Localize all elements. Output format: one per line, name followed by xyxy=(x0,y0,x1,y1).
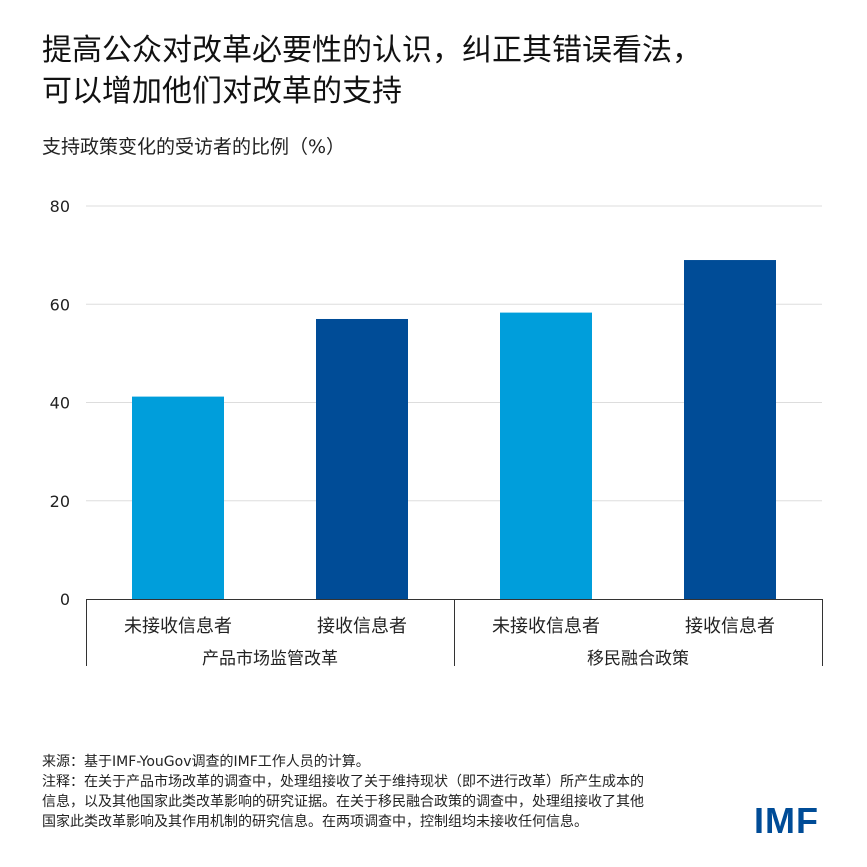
y-tick-label: 0 xyxy=(60,590,70,609)
footnotes: 来源：基于IMF-YouGov调查的IMF工作人员的计算。 注释：在关于产品市场… xyxy=(42,752,742,832)
bar xyxy=(132,396,224,599)
chart-subtitle: 支持政策变化的受访者的比例（%） xyxy=(42,136,346,158)
y-tick-label: 60 xyxy=(50,295,70,314)
note-line-2: 信息，以及其他国家此类改革影响的研究证据。在关于移民融合政策的调查中，处理组接收… xyxy=(42,794,644,810)
x-category-label: 接收信息者 xyxy=(685,616,775,637)
x-category-label: 接收信息者 xyxy=(317,616,407,637)
source-note: 来源：基于IMF-YouGov调查的IMF工作人员的计算。 xyxy=(42,754,370,770)
imf-logo: IMF xyxy=(754,800,819,841)
x-category-label: 未接收信息者 xyxy=(492,616,600,637)
x-category-label: 未接收信息者 xyxy=(124,616,232,637)
x-group-label: 移民融合政策 xyxy=(587,649,689,669)
y-tick-label: 20 xyxy=(50,492,70,511)
bar xyxy=(316,318,408,599)
bar xyxy=(500,312,592,599)
y-tick-label: 80 xyxy=(50,197,70,216)
x-group-label: 产品市场监管改革 xyxy=(202,649,338,669)
chart-title: 提高公众对改革必要性的认识，纠正其错误看法， 可以增加他们对改革的支持 xyxy=(42,30,842,112)
bar xyxy=(684,260,776,599)
note-line-3: 国家此类改革影响及其作用机制的研究信息。在两项调查中，控制组均未接收任何信息。 xyxy=(42,814,588,830)
chart-title-line-2: 可以增加他们对改革的支持 xyxy=(42,74,402,109)
note-line-1: 注释：在关于产品市场改革的调查中，处理组接收了关于维持现状（即不进行改革）所产生… xyxy=(42,774,644,790)
y-tick-label: 40 xyxy=(50,394,70,413)
chart-title-line-1: 提高公众对改革必要性的认识，纠正其错误看法， xyxy=(42,33,702,68)
